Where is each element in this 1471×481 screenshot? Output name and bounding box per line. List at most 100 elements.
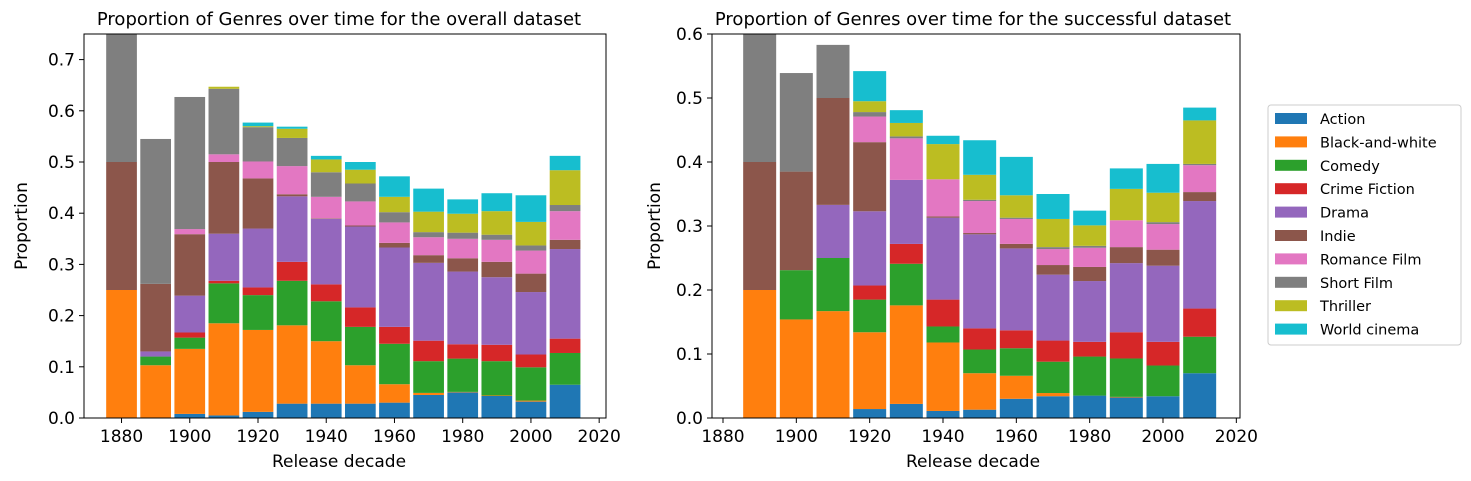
bar-romance-film-2000: Romance Film 2000: 0.045	[515, 250, 547, 274]
bar-action-1980: Action 1980: 0.035	[1073, 395, 1107, 418]
bar-thriller-1930: Thriller 1930: 0.018	[276, 128, 308, 138]
successful-x-tick-label: 2020	[1215, 427, 1258, 447]
bar-crime-fiction-2010: Crime Fiction 2010: 0.044	[1183, 308, 1217, 337]
bar-black-and-white-1920: Black-and-white 1920: 0.16	[242, 329, 274, 412]
bar-black-and-white-1990: Black-and-white 1990: 0.001	[1109, 396, 1143, 398]
legend-swatch-black-and-white	[1275, 136, 1307, 148]
bar-black-and-white-1900: Black-and-white 1900: 0.127	[174, 348, 206, 414]
bar-action-1980: Action 1980: 0.05	[447, 392, 479, 418]
bar-short-film-1900: Short Film 1900: 0.154	[779, 73, 813, 172]
bar-romance-film-1940: Romance Film 1940: 0.058	[926, 179, 960, 217]
bar-indie-1950: Indie 1950: 0.002	[963, 233, 997, 235]
overall-x-tick-label: 2020	[578, 427, 621, 447]
bar-black-and-white-1980: Black-and-white 1980: 0.001	[447, 391, 479, 393]
bar-action-1930: Action 1930: 0.028	[276, 403, 308, 418]
bar-crime-fiction-1910: Crime Fiction 1910: 0.005	[208, 280, 240, 284]
legend-label-romance-film: Romance Film	[1320, 252, 1421, 268]
bar-drama-1940: Drama 1940: 0.128	[310, 218, 342, 285]
bar-crime-fiction-1900: Crime Fiction 1900: 0.01	[174, 332, 206, 338]
bar-world-cinema-1940: World cinema 1940: 0.007	[310, 155, 342, 160]
bar-drama-2000: Drama 2000: 0.119	[1146, 265, 1180, 342]
bar-drama-1990: Drama 1990: 0.132	[481, 277, 513, 345]
bar-world-cinema-2000: World cinema 2000: 0.045	[1146, 163, 1180, 193]
bar-short-film-1890: Short Film 1890: 0.283	[140, 138, 171, 284]
successful-y-tick-label: 0.4	[676, 153, 703, 173]
bar-action-1990: Action 1990: 0.043	[481, 395, 513, 418]
successful-chart-title: Proportion of Genres over time for the s…	[715, 9, 1231, 30]
bar-crime-fiction-1940: Crime Fiction 1940: 0.033	[310, 284, 342, 302]
bar-world-cinema-1960: World cinema 1960: 0.04	[379, 176, 410, 197]
overall-x-axis-label: Release decade	[272, 452, 406, 472]
successful-x-tick-label: 1880	[701, 427, 744, 447]
bar-romance-film-1970: Romance Film 1970: 0.025	[1036, 249, 1070, 266]
bar-drama-1950: Drama 1950: 0.158	[345, 226, 376, 308]
bar-thriller-1910: Thriller 1910: 0.004	[208, 86, 240, 89]
bar-black-and-white-1900: Black-and-white 1900: 0.154	[779, 319, 813, 418]
successful-x-tick-label: 1900	[775, 427, 818, 447]
bar-comedy-2010: Comedy 2010: 0.062	[549, 352, 581, 385]
bar-world-cinema-1930: World cinema 1930: 0.02	[889, 110, 923, 123]
bar-romance-film-1980: Romance Film 1980: 0.038	[447, 238, 479, 259]
bar-romance-film-1930: Romance Film 1930: 0.055	[276, 166, 308, 195]
bar-world-cinema-2010: World cinema 2010: 0.028	[549, 155, 581, 171]
bar-indie-1970: Indie 1970: 0.015	[1036, 265, 1070, 275]
bar-drama-1900: Drama 1900: 0.072	[174, 295, 206, 333]
bar-short-film-2000: Short Film 2000: 0.01	[515, 245, 547, 251]
bar-thriller-1920: Thriller 1920: 0.002	[242, 126, 274, 128]
bar-black-and-white-1920: Black-and-white 1920: 0.12	[853, 332, 887, 410]
successful-y-tick-label: 0.1	[676, 345, 703, 365]
bar-comedy-1900: Comedy 1900: 0.077	[779, 270, 813, 320]
bar-thriller-1940: Thriller 1940: 0.055	[926, 144, 960, 180]
successful-chart-panel: Proportion of Genres over time for the s…	[645, 9, 1258, 472]
successful-x-tick-label: 2000	[1141, 427, 1184, 447]
bar-drama-1960: Drama 1960: 0.155	[379, 247, 410, 327]
overall-y-tick-label: 0.7	[48, 51, 75, 71]
bar-action-1960: Action 1960: 0.03	[379, 402, 410, 418]
legend-frame	[1267, 104, 1462, 346]
bar-comedy-1960: Comedy 1960: 0.079	[379, 343, 410, 385]
bar-comedy-1940: Comedy 1940: 0.025	[926, 326, 960, 343]
bar-romance-film-1980: Romance Film 1980: 0.03	[1073, 247, 1107, 267]
overall-x-tick-label: 1900	[168, 427, 211, 447]
bar-indie-1890: Indie 1890: 0.2	[743, 162, 777, 290]
legend-label-drama: Drama	[1320, 206, 1369, 222]
bar-world-cinema-1940: World cinema 1940: 0.013	[926, 135, 960, 145]
bar-indie-1950: Indie 1950: 0.002	[345, 225, 376, 227]
bar-comedy-1910: Comedy 1910: 0.083	[816, 258, 850, 312]
bar-short-film-1890: Short Film 1890: 0.2	[743, 34, 777, 162]
bar-romance-film-1940: Romance Film 1940: 0.042	[310, 196, 342, 219]
bar-black-and-white-1890: Black-and-white 1890: 0.103	[140, 365, 171, 418]
legend-label-comedy: Comedy	[1320, 159, 1380, 175]
bar-world-cinema-1950: World cinema 1950: 0.015	[345, 162, 376, 170]
bar-crime-fiction-1960: Crime Fiction 1960: 0.033	[379, 326, 410, 344]
bar-action-1960: Action 1960: 0.03	[999, 398, 1033, 418]
bar-crime-fiction-1920: Crime Fiction 1920: 0.022	[853, 285, 887, 300]
bar-short-film-2010: Short Film 2010: 0.012	[549, 205, 581, 212]
bar-crime-fiction-1990: Crime Fiction 1990: 0.041	[1109, 332, 1143, 359]
bar-short-film-2000: Short Film 2000: 0.003	[1146, 222, 1180, 225]
bar-action-2000: Action 2000: 0.032	[515, 401, 547, 418]
bar-comedy-1990: Comedy 1990: 0.067	[481, 361, 513, 396]
successful-y-tick-label: 0.2	[676, 281, 703, 301]
bar-crime-fiction-2000: Crime Fiction 2000: 0.037	[1146, 341, 1180, 366]
bar-indie-1910: Indie 1910: 0.14	[208, 162, 240, 234]
bar-comedy-1940: Comedy 1940: 0.078	[310, 301, 342, 342]
bar-crime-fiction-1980: Crime Fiction 1980: 0.023	[1073, 341, 1107, 357]
bar-indie-2010: Indie 2010: 0.014	[1183, 192, 1217, 202]
bar-world-cinema-1990: World cinema 1990: 0.032	[1109, 168, 1143, 189]
bar-short-film-1920: Short Film 1920: 0.067	[242, 127, 274, 162]
legend-swatch-thriller	[1275, 300, 1307, 312]
bar-action-1900: Action 1900: 0.008	[174, 413, 206, 418]
bar-indie-1980: Indie 1980: 0.022	[1073, 266, 1107, 282]
bar-crime-fiction-2010: Crime Fiction 2010: 0.028	[549, 338, 581, 353]
bar-short-film-1910: Short Film 1910: 0.083	[816, 44, 850, 98]
bar-indie-1930: Indie 1930: 0.004	[276, 194, 308, 197]
successful-x-axis-label: Release decade	[906, 452, 1040, 472]
bar-short-film-1960: Short Film 1960: 0.02	[379, 212, 410, 223]
bar-comedy-1950: Comedy 1950: 0.075	[345, 326, 376, 366]
legend: Action Black-and-white Comedy Crime Fiction…	[1267, 104, 1462, 346]
bar-crime-fiction-1990: Crime Fiction 1990: 0.032	[481, 344, 513, 362]
overall-plot-frame	[83, 33, 607, 419]
bar-black-and-white-1910: Black-and-white 1910: 0.167	[816, 311, 850, 418]
bar-thriller-1990: Thriller 1990: 0.049	[1109, 188, 1143, 221]
